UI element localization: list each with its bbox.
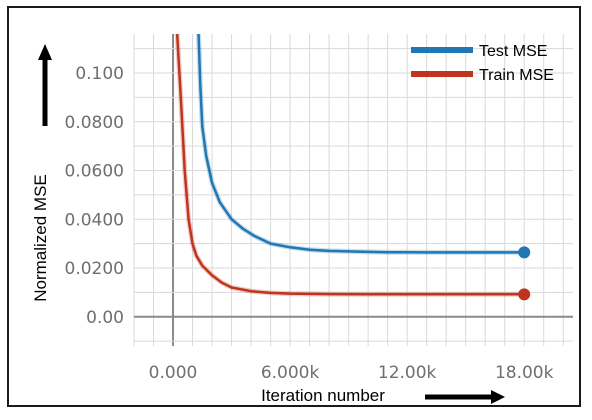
- x-tick-label: 18.00k: [495, 363, 554, 383]
- train-mse-line: [175, 34, 525, 296]
- test-mse-legend-label: Test MSE: [479, 43, 547, 60]
- y-tick-label: 0.00: [86, 308, 124, 328]
- y-tick-label: 0.0400: [65, 210, 124, 230]
- x-tick-label: 6.000k: [261, 363, 320, 383]
- chart-frame: 0.00 0.0200 0.0400 0.0600 0.0800 0.100 0.000 6…: [7, 6, 581, 407]
- x-tick-label: 12.00k: [378, 363, 437, 383]
- x-axis-arrow-icon: [425, 390, 505, 404]
- train-mse-legend-label: Train MSE: [479, 67, 554, 84]
- y-tick-labels: 0.00 0.0200 0.0400 0.0600 0.0800 0.100: [65, 64, 124, 328]
- y-tick-label: 0.0600: [65, 162, 124, 182]
- legend: Test MSE Train MSE: [411, 43, 554, 84]
- y-tick-label: 0.0800: [65, 113, 124, 133]
- test-mse-line: [197, 34, 525, 254]
- y-axis-label: Normalized MSE: [31, 174, 50, 302]
- x-tick-labels: 0.000 6.000k 12.00k 18.00k: [149, 363, 554, 383]
- y-tick-label: 0.0200: [65, 259, 124, 279]
- y-tick-label: 0.100: [75, 64, 124, 84]
- x-tick-label: 0.000: [149, 363, 198, 383]
- y-axis-arrow-icon: [38, 44, 52, 126]
- train-mse-end-marker: [518, 288, 531, 301]
- test-mse-end-marker: [518, 246, 531, 259]
- x-axis-label: Iteration number: [261, 386, 385, 405]
- series-lines: [174, 34, 531, 301]
- chart-svg: 0.00 0.0200 0.0400 0.0600 0.0800 0.100 0.000 6…: [31, 34, 573, 405]
